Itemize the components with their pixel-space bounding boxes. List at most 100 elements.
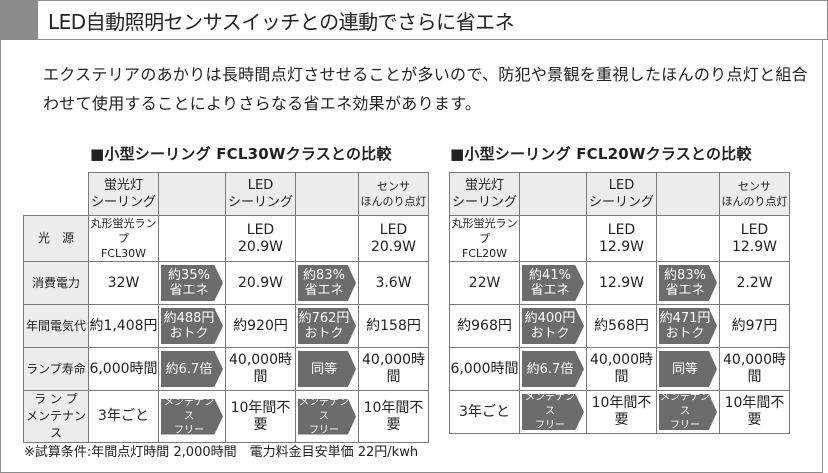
comparison-cell: 約83% 省エネ xyxy=(295,261,359,305)
comparison-cell: メンテナンス フリー xyxy=(158,390,226,443)
arrow-badge: 約83% 省エネ xyxy=(298,265,356,301)
arrow-badge: メンテナンス フリー xyxy=(298,398,356,435)
comparison-cell: 同等 xyxy=(295,347,359,391)
column-header xyxy=(519,172,587,216)
value-cell: 3.6W xyxy=(358,261,429,305)
arrow-badge: 約83% 省エネ xyxy=(659,265,717,301)
arrow-badge: 約6.7倍 xyxy=(522,351,584,387)
comparison-cell: 約400円 おトク xyxy=(519,304,587,348)
comparison-table-fcl30: 蛍光灯 シーリング LED シーリング センサ ほんのり点灯光 源丸形蛍光ランプ FCL30… xyxy=(23,172,429,443)
value-cell: 20.9W xyxy=(225,261,296,305)
table-row: 22W 約41% 省エネ 12.9W 約83% 省エネ 2.2W xyxy=(449,261,790,305)
arrow-badge: 約6.7倍 xyxy=(161,351,223,387)
table-row: 消費電力 32W 約35% 省エネ 20.9W 約83% 省エネ 3.6W xyxy=(23,261,429,305)
value-cell: LED 12.9W xyxy=(719,215,790,262)
value-cell: 約1,408円 xyxy=(88,304,159,348)
header-row: 蛍光灯 シーリング LED シーリング センサ ほんのり点灯 xyxy=(449,172,790,216)
value-cell: 40,000時間 xyxy=(225,347,296,391)
value-cell xyxy=(519,215,587,262)
value-cell: 約968円 xyxy=(449,304,520,348)
value-cell xyxy=(295,215,359,262)
value-cell: 32W xyxy=(88,261,159,305)
value-cell: LED 12.9W xyxy=(586,215,657,262)
value-cell: 10年間不要 xyxy=(358,390,429,443)
comparison-cell: 約41% 省エネ xyxy=(519,261,587,305)
table-row: 丸形蛍光ランプ FCL20W LED 12.9W LED 12.9W xyxy=(449,215,790,262)
column-header: LED シーリング xyxy=(586,172,657,216)
value-cell: 2.2W xyxy=(719,261,790,305)
table-row: ランプ寿命 6,000時間 約6.7倍 40,000時間 同等 40,000時間 xyxy=(23,347,429,391)
arrow-badge: 約471円 おトク xyxy=(659,308,717,344)
value-cell: 丸形蛍光ランプ FCL20W xyxy=(449,215,520,262)
table-row: ラ ン プメンテナンス 3年ごと メンテナンス フリー 10年間不要 メンテナンス フリー 1… xyxy=(23,390,429,443)
arrow-badge: メンテナンス フリー xyxy=(659,394,717,430)
comparison-cell: 約35% 省エネ xyxy=(158,261,226,305)
value-cell: 40,000時間 xyxy=(586,347,657,391)
value-cell: LED 20.9W xyxy=(225,215,296,262)
column-header xyxy=(656,172,720,216)
comparison-table-fcl20: 蛍光灯 シーリング LED シーリング センサ ほんのり点灯丸形蛍光ランプ FCL20W LE… xyxy=(449,172,790,434)
row-label: ラ ン プメンテナンス xyxy=(23,390,89,443)
column-header: センサ ほんのり点灯 xyxy=(358,172,429,216)
row-label: 消費電力 xyxy=(23,261,89,305)
comparison-cell: 約6.7倍 xyxy=(158,347,226,391)
table-row: 光 源丸形蛍光ランプ FCL30W LED 20.9W LED 20.9W xyxy=(23,215,429,262)
corner-cell xyxy=(23,172,89,216)
value-cell: 約158円 xyxy=(358,304,429,348)
value-cell: 10年間不要 xyxy=(225,390,296,443)
arrow-badge: 同等 xyxy=(659,351,717,387)
header-row: 蛍光灯 シーリング LED シーリング センサ ほんのり点灯 xyxy=(23,172,429,216)
arrow-badge: 約41% 省エネ xyxy=(522,265,584,301)
comparison-cell: 約471円 おトク xyxy=(656,304,720,348)
table-row: 年間電気代 約1,408円 約488円 おトク 約920円 約762円 おトク 約158円 xyxy=(23,304,429,348)
value-cell: 3年ごと xyxy=(88,390,159,443)
row-label: ランプ寿命 xyxy=(23,347,89,391)
value-cell: 約97円 xyxy=(719,304,790,348)
column-header: LED シーリング xyxy=(225,172,296,216)
arrow-badge: メンテナンス フリー xyxy=(161,398,223,435)
comparison-cell: 約6.7倍 xyxy=(519,347,587,391)
page-title: LED自動照明センサスイッチとの連動でさらに省エネ xyxy=(38,0,828,40)
value-cell: 3年ごと xyxy=(449,390,520,434)
comparison-cell: メンテナンス フリー xyxy=(519,390,587,434)
footnote: ※試算条件:年間点灯時間 2,000時間 電力料金目安単価 22円/kwh xyxy=(24,445,419,460)
table-title-fcl30: ■小型シーリング FCL30Wクラスとの比較 xyxy=(90,145,392,163)
comparison-cell: 約762円 おトク xyxy=(295,304,359,348)
value-cell: 6,000時間 xyxy=(449,347,520,391)
arrow-badge: 約400円 おトク xyxy=(522,308,584,344)
comparison-cell: メンテナンス フリー xyxy=(295,390,359,443)
value-cell xyxy=(158,215,226,262)
column-header: 蛍光灯 シーリング xyxy=(449,172,520,216)
value-cell: 10年間不要 xyxy=(719,390,790,434)
arrow-badge: 約762円 おトク xyxy=(298,308,356,344)
arrow-badge: メンテナンス フリー xyxy=(522,394,584,430)
header-accent-block xyxy=(0,0,38,40)
table-title-fcl20: ■小型シーリング FCL20Wクラスとの比較 xyxy=(450,145,752,163)
comparison-cell: 約488円 おトク xyxy=(158,304,226,348)
comparison-cell: 約83% 省エネ xyxy=(656,261,720,305)
value-cell: 10年間不要 xyxy=(586,390,657,434)
value-cell: 6,000時間 xyxy=(88,347,159,391)
comparison-cell: メンテナンス フリー xyxy=(656,390,720,434)
column-header: 蛍光灯 シーリング xyxy=(88,172,159,216)
value-cell: 約920円 xyxy=(225,304,296,348)
arrow-badge: 同等 xyxy=(298,351,356,387)
table-row: 6,000時間 約6.7倍 40,000時間 同等 40,000時間 xyxy=(449,347,790,391)
arrow-badge: 約488円 おトク xyxy=(161,308,223,344)
value-cell: 12.9W xyxy=(586,261,657,305)
row-label: 光 源 xyxy=(23,215,89,262)
arrow-badge: 約35% 省エネ xyxy=(161,265,223,301)
row-label: 年間電気代 xyxy=(23,304,89,348)
value-cell: 40,000時間 xyxy=(358,347,429,391)
value-cell: 40,000時間 xyxy=(719,347,790,391)
value-cell: 22W xyxy=(449,261,520,305)
comparison-cell: 同等 xyxy=(656,347,720,391)
column-header: センサ ほんのり点灯 xyxy=(719,172,790,216)
intro-text: エクステリアのあかりは長時間点灯させせることが多いので、防犯や景観を重視したほん… xyxy=(43,65,808,113)
value-cell xyxy=(656,215,720,262)
value-cell: LED 20.9W xyxy=(358,215,429,262)
value-cell: 約568円 xyxy=(586,304,657,348)
column-header xyxy=(295,172,359,216)
table-row: 3年ごと メンテナンス フリー 10年間不要 メンテナンス フリー 10年間不要 xyxy=(449,390,790,434)
value-cell: 丸形蛍光ランプ FCL30W xyxy=(88,215,159,262)
